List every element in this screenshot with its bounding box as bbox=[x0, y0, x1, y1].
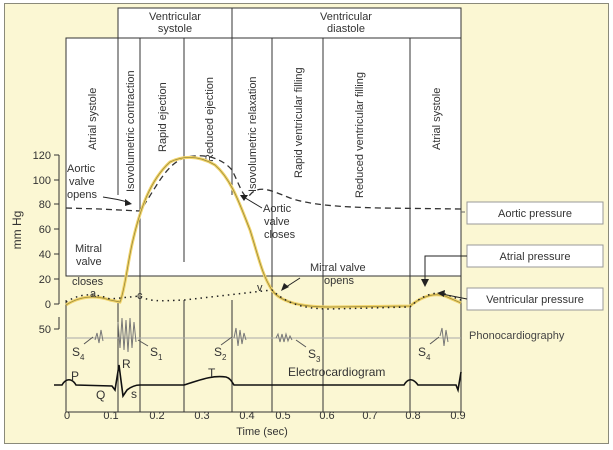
y-tick-120: 120 bbox=[33, 150, 51, 162]
y-tick-100: 100 bbox=[33, 175, 51, 187]
svg-text:3: 3 bbox=[316, 355, 321, 364]
y-tick-80: 80 bbox=[39, 199, 51, 211]
svg-text:Ventricular pressure: Ventricular pressure bbox=[486, 294, 584, 306]
plot-area bbox=[66, 38, 461, 276]
y-tick-60: 60 bbox=[39, 224, 51, 236]
ecg-p-wave: P bbox=[71, 369, 79, 383]
ecg-r-wave: R bbox=[122, 357, 131, 371]
svg-text:0.2: 0.2 bbox=[149, 410, 164, 422]
y-tick-50: 50 bbox=[39, 324, 51, 336]
x-axis: 0 0.1 0.2 0.3 0.4 0.5 0.6 0.7 0.8 0.9 bbox=[64, 410, 466, 422]
svg-text:Aortic pressure: Aortic pressure bbox=[498, 208, 572, 220]
svg-text:4: 4 bbox=[80, 353, 85, 362]
atrial-pressure-curve bbox=[65, 289, 462, 310]
heart-sound-s3: S bbox=[308, 347, 316, 361]
svg-text:0.9: 0.9 bbox=[450, 410, 465, 422]
svg-text:opens: opens bbox=[324, 275, 354, 287]
svg-text:0: 0 bbox=[64, 410, 70, 422]
group-diastole-label: Ventricular bbox=[320, 11, 372, 23]
aortic-pressure-curve bbox=[65, 155, 462, 212]
y-axis bbox=[54, 154, 60, 330]
legend-phonocardiography: Phonocardiography bbox=[469, 330, 565, 342]
svg-text:0.3: 0.3 bbox=[194, 410, 209, 422]
annotation-mitral-valve-opens: Mitral valve bbox=[310, 262, 366, 274]
phase-atrial-systole: Atrial systole bbox=[87, 88, 99, 150]
svg-text:2: 2 bbox=[222, 353, 227, 362]
ecg-s-wave: s bbox=[131, 387, 137, 401]
svg-text:0.7: 0.7 bbox=[362, 410, 377, 422]
wave-a-label: a bbox=[90, 288, 97, 300]
wave-c-label: c bbox=[137, 290, 143, 302]
phase-reduced-ventricular-filling: Reduced ventricular filling bbox=[354, 72, 366, 198]
annotation-mitral-valve-closes: Mitral bbox=[75, 243, 102, 255]
legend-aortic-pressure bbox=[466, 201, 604, 225]
ecg-q-wave: Q bbox=[96, 388, 105, 402]
x-axis-label: Time (sec) bbox=[236, 426, 288, 438]
ecg-t-wave: T bbox=[208, 366, 216, 380]
svg-text:0.1: 0.1 bbox=[103, 410, 118, 422]
ecg-label: Electrocardiogram bbox=[288, 365, 385, 379]
annotation-aortic-valve-opens: Aortic bbox=[67, 163, 96, 175]
svg-text:0.4: 0.4 bbox=[239, 410, 254, 422]
svg-text:diastole: diastole bbox=[327, 23, 365, 35]
y-axis-label: mm Hg bbox=[10, 211, 24, 250]
svg-text:0.5: 0.5 bbox=[275, 410, 290, 422]
heart-sound-s2: S bbox=[214, 345, 222, 359]
svg-text:0.8: 0.8 bbox=[405, 410, 420, 422]
svg-text:1: 1 bbox=[158, 353, 163, 362]
group-systole-label: Ventricular bbox=[149, 11, 201, 23]
phase-group-header bbox=[117, 7, 462, 39]
annotation-aortic-valve-closes: Aortic bbox=[263, 203, 292, 215]
y-tick-20: 20 bbox=[39, 274, 51, 286]
svg-text:closes: closes bbox=[72, 276, 104, 288]
y-tick-40: 40 bbox=[39, 249, 51, 261]
heart-sound-s4-second: S bbox=[418, 345, 426, 359]
y-tick-0: 0 bbox=[45, 299, 51, 311]
svg-text:systole: systole bbox=[158, 23, 192, 35]
svg-text:closes: closes bbox=[264, 229, 296, 241]
svg-text:Atrial pressure: Atrial pressure bbox=[500, 251, 571, 263]
phase-isovolumetric-relaxation: Isovolumetric relaxation bbox=[247, 76, 259, 192]
heart-sound-s4: S bbox=[72, 345, 80, 359]
svg-text:valve: valve bbox=[69, 176, 95, 188]
svg-text:valve: valve bbox=[76, 256, 102, 268]
heart-sound-s1: S bbox=[150, 345, 158, 359]
legend: Aortic pressure Atrial pressure Ventricu… bbox=[421, 201, 604, 342]
phonocardiogram-trace bbox=[66, 317, 461, 353]
svg-text:0.6: 0.6 bbox=[319, 410, 334, 422]
svg-text:opens: opens bbox=[67, 189, 97, 201]
phase-atrial-systole-2: Atrial systole bbox=[431, 88, 443, 150]
ecg-trace bbox=[54, 364, 462, 399]
svg-text:valve: valve bbox=[264, 216, 290, 228]
wave-v-label: v bbox=[257, 282, 263, 294]
phase-dividers bbox=[117, 38, 411, 412]
phase-rapid-ventricular-filling: Rapid ventricular filling bbox=[293, 67, 305, 178]
phase-isovolumetric-contraction: Isovolumetric contraction bbox=[125, 70, 137, 192]
phase-rapid-ejection: Rapid ejection bbox=[157, 82, 169, 152]
phase-reduced-ejection: Reduced ejection bbox=[204, 77, 216, 162]
svg-text:4: 4 bbox=[426, 353, 431, 362]
